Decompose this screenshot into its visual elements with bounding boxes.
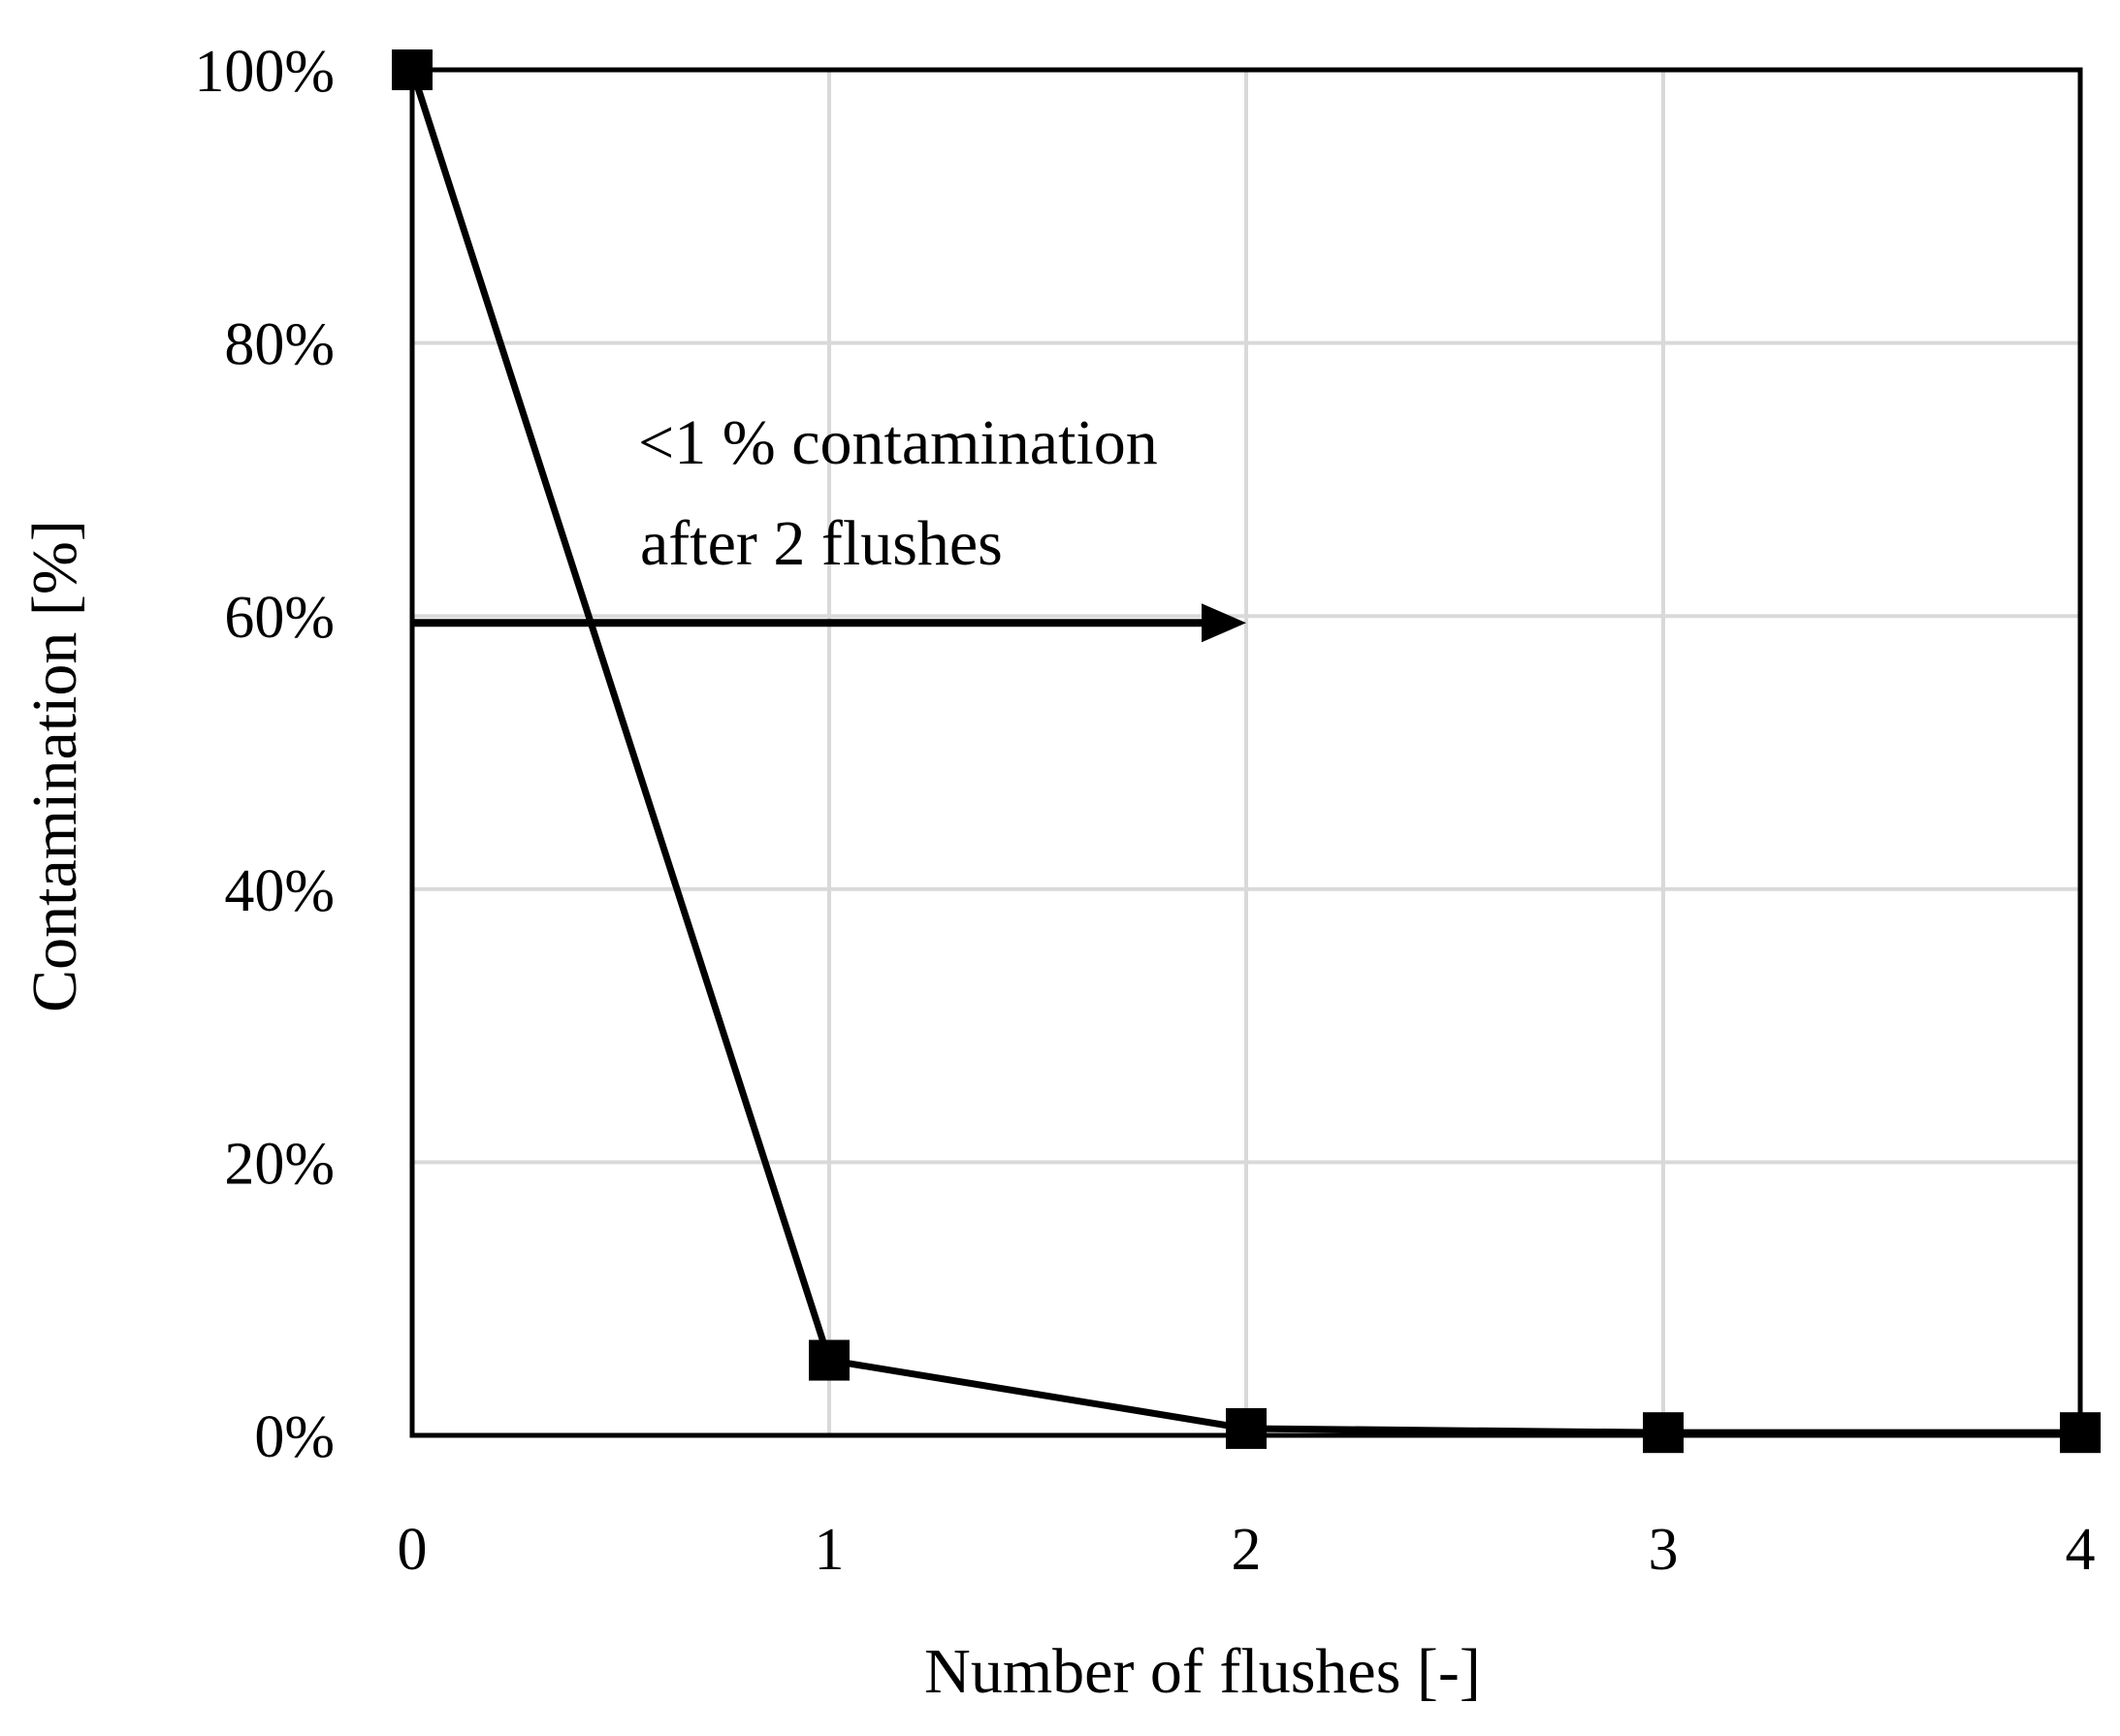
annotation-text-line-1: <1 % contamination <box>638 407 1158 478</box>
y-tick-labels: 0% 20% 40% 60% 80% 100% <box>194 39 335 1470</box>
x-tick-label: 2 <box>1232 1517 1262 1583</box>
data-point-marker <box>392 49 433 90</box>
y-tick-label: 80% <box>224 312 335 378</box>
data-point-marker <box>2060 1412 2101 1454</box>
y-tick-label: 40% <box>224 858 335 924</box>
grid-lines <box>412 70 2080 1435</box>
x-tick-label: 4 <box>2066 1517 2096 1583</box>
y-tick-label: 60% <box>224 585 335 651</box>
annotation-text-line-2: after 2 flushes <box>640 508 1003 579</box>
x-tick-label: 3 <box>1649 1517 1679 1583</box>
y-axis-title: Contamination [%] <box>19 520 90 1013</box>
data-point-marker <box>1643 1412 1684 1454</box>
y-tick-label: 100% <box>194 39 335 105</box>
x-tick-label: 0 <box>398 1517 428 1583</box>
x-tick-label: 1 <box>815 1517 845 1583</box>
y-tick-label: 20% <box>224 1131 335 1197</box>
x-axis-title: Number of flushes [-] <box>924 1636 1481 1707</box>
data-point-marker <box>809 1339 850 1381</box>
y-tick-label: 0% <box>254 1404 335 1470</box>
annotation-arrow <box>412 603 1246 643</box>
series-group <box>392 49 2101 1454</box>
x-tick-labels: 0 1 2 3 4 <box>398 1517 2096 1583</box>
annotation-arrow-head <box>1202 603 1246 643</box>
data-point-marker <box>1226 1407 1267 1449</box>
